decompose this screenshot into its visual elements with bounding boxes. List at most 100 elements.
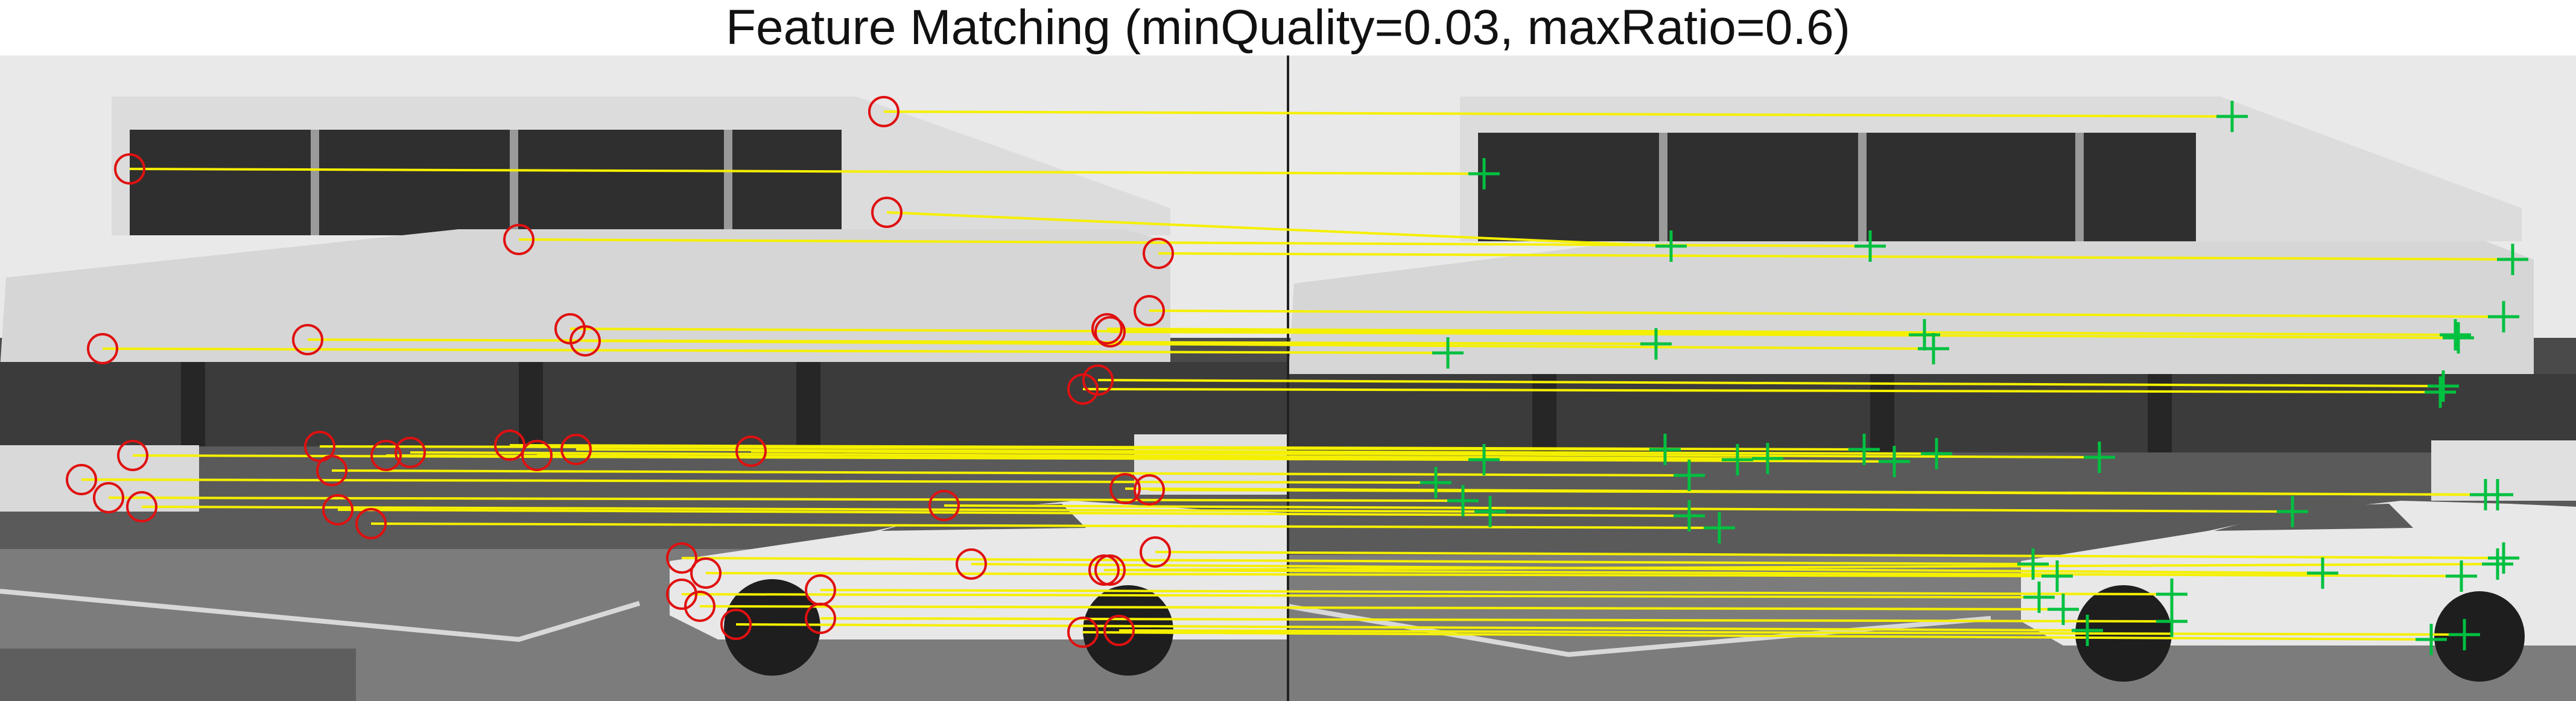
left-feature-circle [1067,373,1099,405]
right-feature-plus [2017,548,2049,580]
left-feature-circle [956,548,987,580]
right-car-window [2214,504,2413,531]
match-line [1109,569,2462,577]
right-feature-plus [2041,560,2073,592]
match-line [370,522,1720,529]
right-feature-plus [2443,322,2474,354]
left-lower-facade [0,229,1170,368]
right-feature-plus [2072,615,2103,646]
right-feature-plus [1640,328,1672,360]
right-feature-plus [1655,230,1687,262]
right-feature-plus [1468,444,1500,475]
right-feature-plus [2482,548,2513,580]
left-window-mullions [311,130,732,235]
right-feature-plus [2446,560,2477,592]
left-feature-circle [1103,615,1135,646]
left-feature-circle [805,603,836,634]
left-parking-line [0,589,641,642]
left-feature-circle [1134,474,1165,506]
left-feature-circle [666,579,697,610]
left-feature-markers [66,96,1174,648]
match-line [385,454,1738,461]
left-distant-car [1134,434,1288,495]
right-feature-plus [2023,582,2055,613]
match-line [705,572,2058,577]
right-feature-plus [1752,443,1783,474]
match-line [576,448,1937,455]
match-line [1155,551,2504,559]
match-line [944,504,2293,513]
left-feature-circle [355,508,387,539]
match-line [1158,252,2513,261]
left-feature-circle [1140,536,1171,568]
match-line [681,557,2034,565]
left-feature-circle [1091,313,1123,344]
left-feature-circle [871,197,903,228]
match-line [108,496,1464,502]
right-window-mullions [1659,133,2084,241]
left-feature-circle [720,609,752,640]
right-feature-plus [2216,101,2248,132]
right-feature-plus [1673,460,1705,491]
match-line [585,340,1934,350]
left-feature-circle [690,557,722,589]
left-feature-circle [1094,316,1126,347]
match-line [81,478,1436,484]
right-feature-plus [2482,479,2513,510]
left-feature-circle [666,542,697,574]
left-feature-circle [1088,554,1120,586]
match-line [1106,328,2456,336]
left-feature-circle [503,224,535,255]
left-feature-circle [114,153,145,185]
right-feature-plus [2277,496,2308,527]
left-feature-circle [87,333,118,364]
right-feature-plus [2488,542,2519,574]
match-line [1118,629,2465,636]
left-feature-circle [521,440,553,471]
right-feature-plus [1673,500,1705,531]
right-feature-plus [2449,619,2480,650]
right-feature-plus [1854,230,1886,262]
match-line [735,623,2088,632]
right-feature-plus [1848,434,1880,465]
right-feature-plus [2084,442,2115,473]
right-feature-plus [1432,337,1464,369]
right-feature-plus [1704,512,1735,544]
left-feature-circle [316,455,347,486]
left-feature-circle [292,324,323,355]
match-line [1103,563,2498,571]
right-feature-plus [2156,606,2187,637]
match-line [509,444,1865,451]
left-feature-circle [1134,295,1165,326]
left-feature-circle [370,440,402,471]
left-feature-circle [93,482,124,513]
right-feature-plus [2497,244,2528,275]
match-line [1109,331,2459,339]
right-feature-plus [1921,438,1952,469]
right-feature-plus [2425,376,2456,408]
right-feature-plus [2488,301,2519,332]
match-line [1082,631,2432,641]
match-lines [81,110,2513,641]
left-car-wheel-front [724,579,820,676]
match-line [141,506,1491,513]
left-feature-circle [494,430,525,461]
left-feature-circle [1082,364,1114,396]
right-lower-facade [1288,241,2534,380]
right-feature-plus [2428,370,2459,402]
left-feature-circle [1109,473,1141,504]
left-feature-circle [126,491,157,522]
left-feature-circle [66,464,97,495]
right-feature-plus [1879,446,1910,477]
right-feature-plus [1420,467,1451,498]
right-upper-window-band [1478,133,2196,241]
right-feature-plus [1649,434,1681,465]
right-feature-plus [2048,594,2079,625]
left-feature-circle [117,440,148,471]
right-car-wheel-rear [2434,591,2525,682]
left-feature-circle [395,437,426,468]
right-feature-plus [2416,624,2447,655]
match-line [699,605,2064,611]
left-feature-circle [928,490,960,521]
